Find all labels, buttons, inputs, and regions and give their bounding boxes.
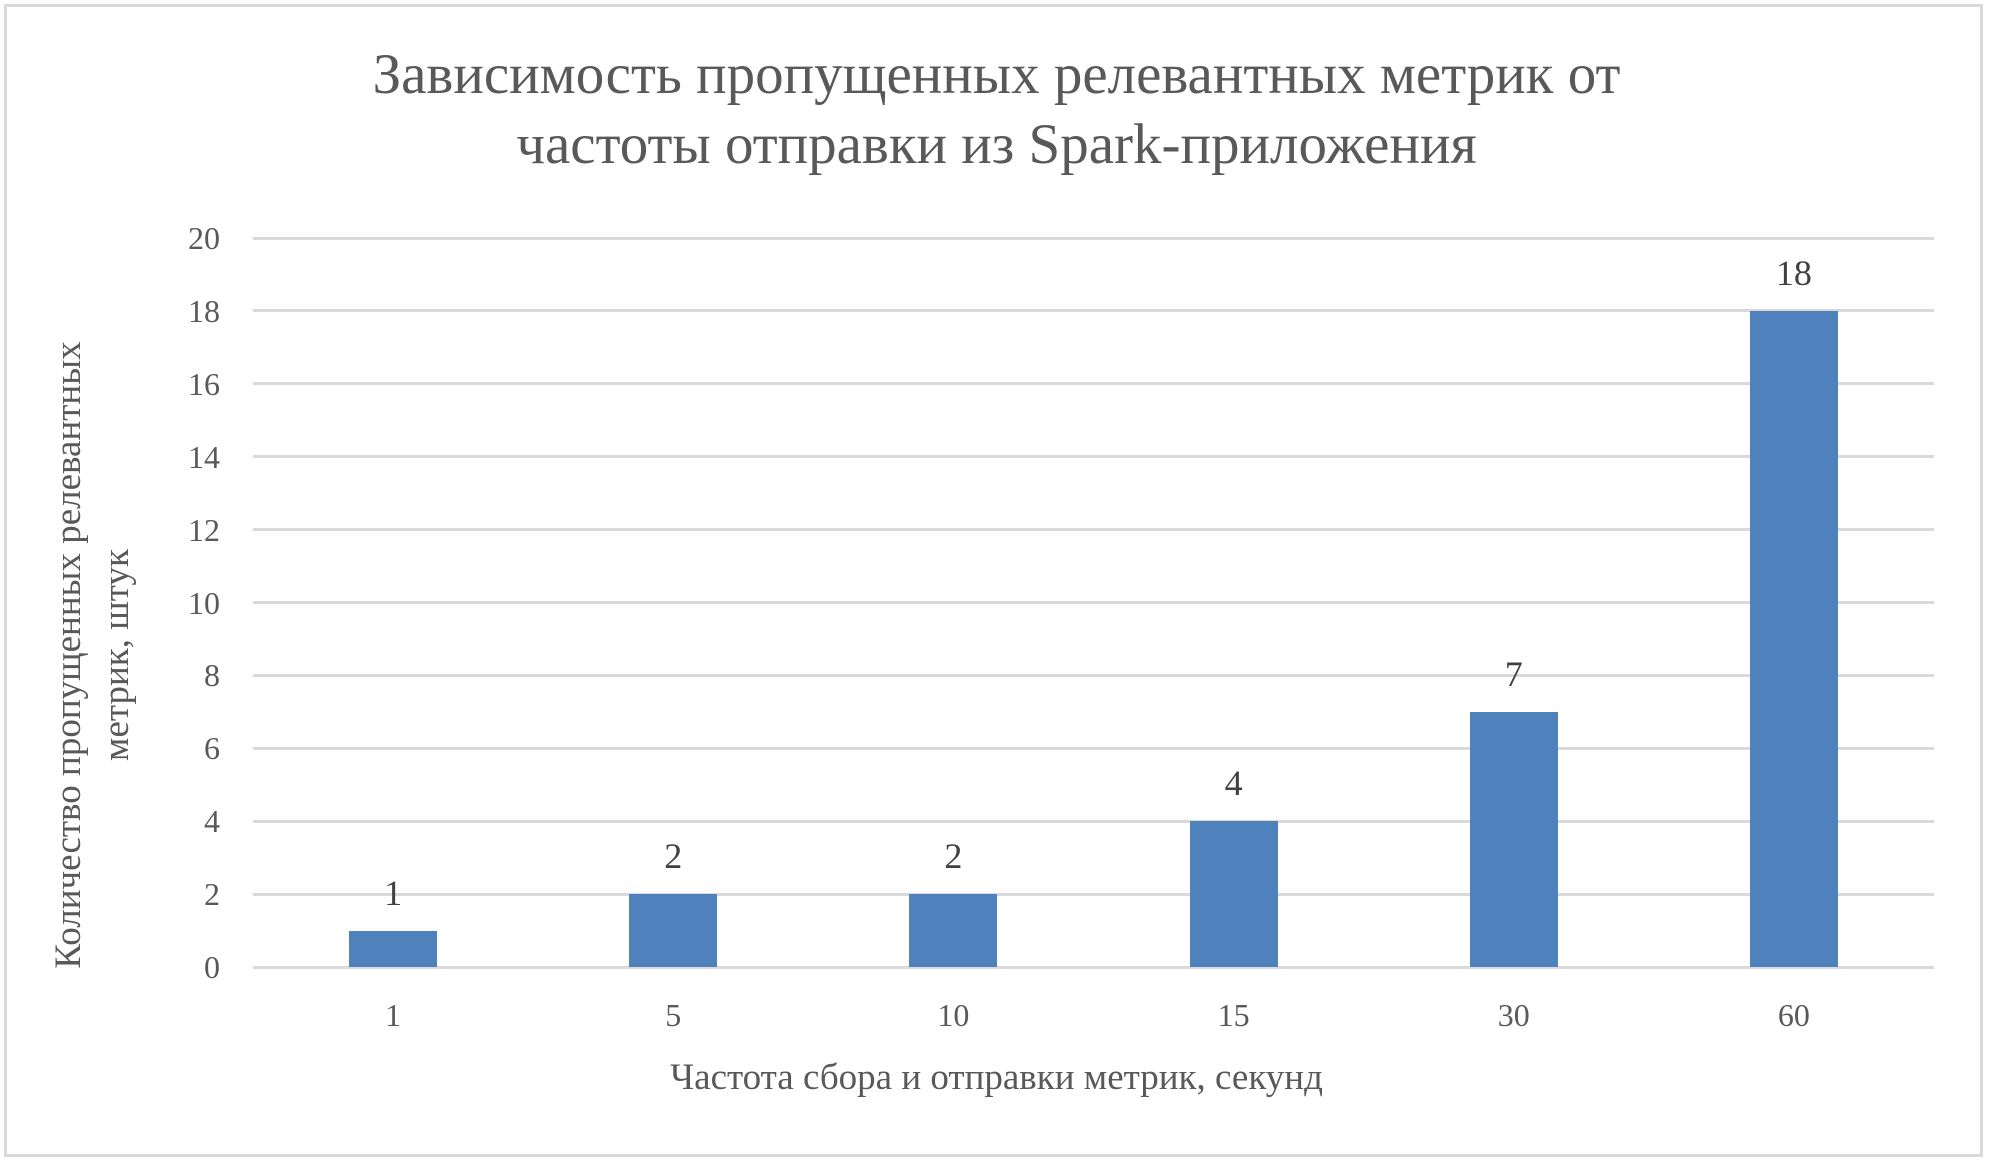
y-tick-label: 6 — [204, 730, 220, 767]
gridline — [253, 309, 1934, 313]
y-tick-label: 18 — [188, 292, 220, 329]
bar — [1469, 711, 1558, 967]
y-tick-label: 20 — [188, 220, 220, 256]
chart-title: Зависимость пропущенных релевантных метр… — [0, 40, 1993, 180]
gridline — [253, 528, 1934, 532]
chart-title-line-2: частоты отправки из Spark-приложения — [516, 113, 1477, 176]
x-tick-label: 5 — [665, 997, 682, 1033]
x-tick-label: 15 — [1217, 997, 1250, 1033]
x-tick-label: 1 — [385, 997, 402, 1033]
y-axis-title-line-2: метрик, штук — [96, 549, 137, 761]
y-tick-label: 0 — [204, 949, 220, 985]
y-tick-label: 2 — [204, 876, 220, 913]
gridline — [253, 455, 1934, 459]
data-label: 18 — [1775, 252, 1812, 293]
x-axis-title: Частота сбора и отправки метрик, секунд — [670, 1057, 1323, 1098]
data-label: 4 — [1224, 763, 1243, 804]
data-label: 7 — [1504, 653, 1523, 694]
x-tick-label: 30 — [1497, 997, 1530, 1033]
y-axis-title-line-1: Количество пропущенных релевантных — [48, 341, 89, 969]
bar — [349, 930, 438, 967]
data-label: 1 — [384, 872, 403, 913]
bar — [909, 894, 998, 967]
chart-title-line-1: Зависимость пропущенных релевантных метр… — [372, 43, 1621, 106]
gridline — [253, 601, 1934, 604]
y-tick-label: 10 — [188, 584, 220, 621]
y-tick-label: 16 — [188, 365, 220, 402]
y-tick-label: 14 — [188, 438, 220, 475]
bar — [629, 894, 718, 967]
gridline — [253, 236, 1934, 240]
gridline — [253, 819, 1934, 823]
chart-frame — [4, 4, 1983, 1157]
gridline — [253, 382, 1934, 386]
y-tick-label: 8 — [204, 657, 220, 694]
y-tick-label: 4 — [204, 803, 220, 840]
gridline — [253, 892, 1934, 896]
gridline — [253, 746, 1934, 750]
gridline — [253, 965, 1934, 969]
data-label: 2 — [944, 836, 963, 877]
x-tick-label: 10 — [937, 997, 970, 1033]
data-label: 2 — [664, 836, 683, 877]
bar — [1189, 821, 1278, 967]
gridline — [253, 673, 1934, 677]
bar — [1749, 310, 1838, 967]
y-tick-label: 12 — [188, 511, 220, 548]
x-tick-label: 60 — [1777, 997, 1810, 1033]
